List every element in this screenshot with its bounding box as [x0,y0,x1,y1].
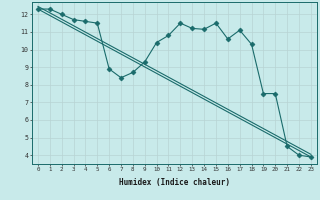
X-axis label: Humidex (Indice chaleur): Humidex (Indice chaleur) [119,178,230,187]
